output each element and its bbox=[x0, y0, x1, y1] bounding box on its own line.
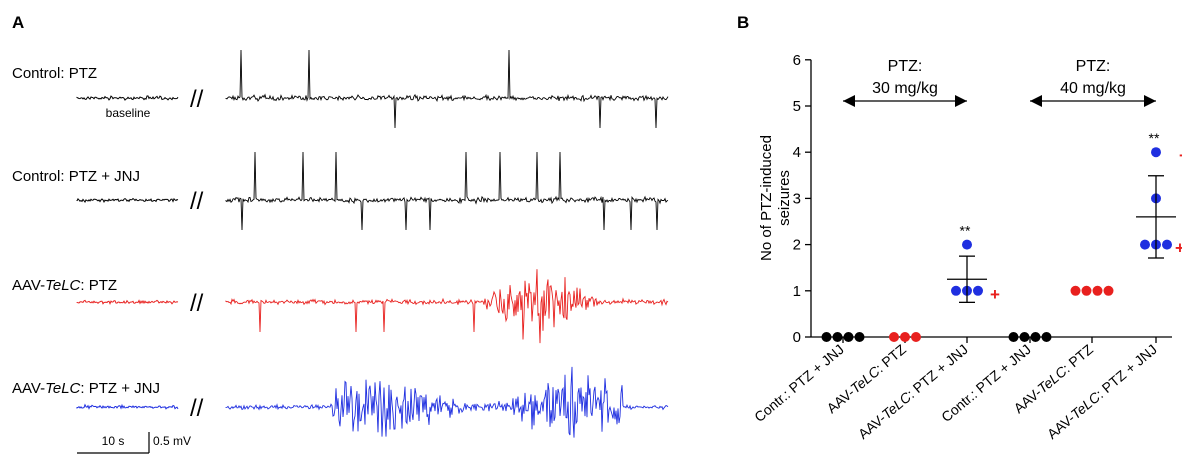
data-point bbox=[900, 332, 910, 342]
data-point bbox=[1092, 285, 1103, 296]
arrowhead-right bbox=[955, 95, 967, 107]
y-axis-label-line1: No of PTZ-induced bbox=[758, 135, 775, 261]
data-point bbox=[973, 285, 983, 296]
y-tick-label: 4 bbox=[793, 144, 801, 161]
panel-b-letter: B bbox=[737, 13, 749, 32]
panel-a-letter: A bbox=[12, 13, 24, 32]
break-mark: // bbox=[190, 188, 204, 215]
dose-range-2: PTZ: 40 mg/kg bbox=[1030, 58, 1156, 107]
data-point bbox=[1008, 332, 1019, 342]
baseline-trace bbox=[76, 95, 179, 101]
y-tick-label: 0 bbox=[793, 329, 801, 346]
dose-label-line2: 40 mg/kg bbox=[1060, 80, 1126, 97]
dose-label-line2: 30 mg/kg bbox=[872, 80, 938, 97]
data-point bbox=[1070, 285, 1081, 296]
data-point bbox=[962, 239, 972, 250]
data-point bbox=[951, 285, 961, 296]
scale-bar-time-label: 10 s bbox=[102, 434, 125, 448]
baseline-trace bbox=[76, 299, 179, 306]
main-trace bbox=[225, 269, 669, 344]
trace-label: Control: PTZ + JNJ bbox=[12, 168, 140, 185]
data-point bbox=[854, 332, 865, 342]
plus-marker: + bbox=[1179, 146, 1182, 165]
trace-label: AAV-TeLC: PTZ bbox=[12, 277, 117, 294]
baseline-trace bbox=[76, 197, 179, 203]
data-point bbox=[821, 332, 832, 342]
data-point bbox=[1151, 147, 1161, 158]
data-point bbox=[1162, 239, 1172, 250]
trace-label: AAV-TeLC: PTZ + JNJ bbox=[12, 380, 160, 397]
y-tick-label: 2 bbox=[793, 237, 801, 254]
y-axis-label: No of PTZ-induced seizures bbox=[758, 135, 793, 261]
data-point bbox=[889, 332, 899, 342]
y-tick-label: 6 bbox=[793, 52, 801, 69]
plus-marker: + bbox=[990, 285, 1000, 304]
data-point bbox=[1140, 239, 1150, 250]
trace-label: Control: PTZ bbox=[12, 65, 97, 82]
x-tick-label: AAV-TeLC: PTZ + JNJ bbox=[855, 341, 971, 442]
data-point bbox=[1030, 332, 1041, 342]
trace-4: AAV-TeLC: PTZ + JNJ // bbox=[12, 366, 669, 438]
baseline-label: baseline bbox=[106, 106, 151, 120]
main-trace bbox=[225, 49, 669, 129]
y-axis-label-line2: seizures bbox=[776, 170, 793, 226]
arrowhead-left bbox=[843, 95, 855, 107]
arrowhead-left bbox=[1030, 95, 1042, 107]
trace-1: Control: PTZ // baseline bbox=[12, 49, 669, 129]
trace-3: AAV-TeLC: PTZ // bbox=[12, 269, 669, 344]
scale-bar-volt-label: 0.5 mV bbox=[153, 434, 191, 448]
main-trace bbox=[225, 151, 669, 231]
data-point bbox=[1041, 332, 1052, 342]
plus-marker: + bbox=[1175, 239, 1182, 258]
data-point bbox=[911, 332, 921, 342]
arrowhead-right bbox=[1144, 95, 1156, 107]
break-mark: // bbox=[190, 290, 204, 317]
data-point bbox=[1019, 332, 1030, 342]
trace-2: Control: PTZ + JNJ // bbox=[12, 151, 669, 231]
significance-label: ** bbox=[1149, 130, 1160, 146]
baseline-trace bbox=[76, 403, 179, 410]
break-mark: // bbox=[190, 86, 204, 113]
dose-range-1: PTZ: 30 mg/kg bbox=[843, 58, 967, 107]
data-point bbox=[1103, 285, 1114, 296]
break-mark: // bbox=[190, 395, 204, 422]
dose-label-line1: PTZ: bbox=[888, 58, 923, 75]
x-tick-label: AAV-TeLC: PTZ + JNJ bbox=[1044, 341, 1160, 442]
y-tick-label: 3 bbox=[793, 190, 801, 207]
y-tick-label: 1 bbox=[793, 283, 801, 300]
main-trace bbox=[225, 366, 669, 438]
data-point bbox=[1081, 285, 1092, 296]
y-tick-label: 5 bbox=[793, 98, 801, 115]
dose-label-line1: PTZ: bbox=[1076, 58, 1111, 75]
data-point bbox=[843, 332, 854, 342]
eeg-traces: Control: PTZ // baseline Control: PTZ + JNJ… bbox=[12, 49, 669, 438]
significance-label: ** bbox=[960, 223, 971, 239]
data-point bbox=[832, 332, 843, 342]
scale-bar: 10 s 0.5 mV bbox=[77, 432, 191, 454]
